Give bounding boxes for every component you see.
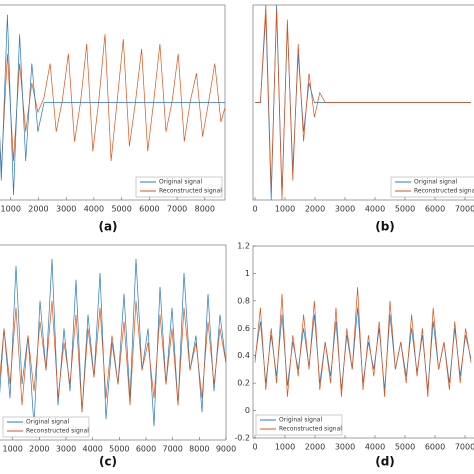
- x-tick-label: 4000: [84, 205, 104, 214]
- x-tick-label: 9000: [216, 445, 236, 454]
- y-tick-label: 1.2: [237, 242, 250, 251]
- legend-label: Reconstructed signal: [26, 428, 89, 435]
- panel-caption: (d): [375, 455, 395, 469]
- legend-box: [135, 176, 223, 198]
- x-tick-label: 2000: [28, 205, 48, 214]
- x-tick-label: 7000: [455, 443, 474, 452]
- x-tick-label: 1000: [1, 205, 21, 214]
- legend-label: Original signal: [26, 419, 69, 426]
- x-tick-label: 7000: [162, 445, 182, 454]
- x-tick-label: 2000: [305, 443, 325, 452]
- x-tick-label: 1000: [275, 205, 295, 214]
- x-tick-label: 3000: [335, 205, 355, 214]
- signal-line: [0, 300, 226, 413]
- legend-label: Reconstructed signal: [414, 188, 474, 195]
- signal-line: [0, 14, 225, 196]
- y-tick-label: -0.2: [234, 434, 250, 443]
- x-tick-label: 0: [252, 205, 257, 214]
- legend: Original signal Reconstructed signal: [2, 416, 90, 438]
- legend-label: Original signal: [414, 179, 457, 186]
- x-tick-label: 5000: [395, 443, 415, 452]
- signal-line: [254, 287, 472, 397]
- y-tick-label: 0.6: [237, 324, 250, 333]
- legend-box: [255, 414, 343, 436]
- x-tick-label: 8000: [189, 445, 209, 454]
- x-tick-label: 5000: [395, 205, 415, 214]
- x-tick-label: 3000: [335, 443, 355, 452]
- panel-caption: (a): [98, 220, 117, 234]
- plot-area: [0, 258, 226, 427]
- x-tick-label: 4000: [82, 445, 102, 454]
- legend: Original signal Reconstructed signal: [135, 176, 223, 198]
- x-tick-label: 4000: [365, 443, 385, 452]
- x-tick-label: 4000: [365, 205, 385, 214]
- x-tick-label: 5000: [111, 205, 131, 214]
- x-tick-label: 3000: [56, 445, 76, 454]
- x-tick-label: 1000: [275, 443, 295, 452]
- y-tick-label: 0.8: [237, 296, 250, 305]
- signal-line: [0, 34, 225, 171]
- y-tick-label: 0.2: [237, 379, 250, 388]
- x-tick-label: 5000: [109, 445, 129, 454]
- legend-label: Reconstructed signal: [279, 426, 342, 433]
- x-tick-label: 7000: [167, 205, 187, 214]
- x-tick-label: 2000: [305, 205, 325, 214]
- x-tick-label: 6000: [139, 205, 159, 214]
- legend-box: [2, 416, 90, 438]
- x-tick-label: 3000: [56, 205, 76, 214]
- plot-frame: [252, 245, 474, 439]
- y-tick-label: 0: [245, 406, 250, 415]
- legend: Original signal Reconstructed signal: [390, 176, 474, 198]
- legend-label: Original signal: [279, 417, 322, 424]
- legend-label: Reconstructed signal: [159, 188, 222, 195]
- signal-line: [255, 5, 471, 200]
- legend: Original signal Reconstructed signal: [255, 414, 343, 436]
- panel: 0 1000 2000 3000 4000 5000 6000 7000-0.200.20.4…: [234, 242, 474, 469]
- signal-line: [0, 258, 226, 427]
- x-tick-label: 1000: [2, 445, 22, 454]
- panel: 1000 2000 3000 4000 5000 6000 7000 8000 Original…: [0, 4, 226, 234]
- x-tick-label: 6000: [425, 205, 445, 214]
- panel: 1000 2000 3000 4000 5000 6000 7000 8000 9000 Orig…: [0, 244, 236, 469]
- x-tick-label: 2000: [29, 445, 49, 454]
- legend-label: Original signal: [159, 179, 202, 186]
- plot-area: [255, 5, 471, 200]
- plot-area: [254, 287, 472, 397]
- panel-caption: (b): [375, 220, 395, 234]
- panel: 0 1000 2000 3000 4000 5000 6000 7000 Original si…: [252, 4, 474, 234]
- x-tick-label: 6000: [425, 443, 445, 452]
- legend-box: [390, 176, 474, 198]
- x-tick-label: 7000: [455, 205, 474, 214]
- x-tick-label: 8000: [195, 205, 215, 214]
- plot-area: [0, 14, 225, 196]
- x-tick-label: 0: [252, 443, 257, 452]
- y-tick-label: 0.4: [237, 351, 250, 360]
- y-tick-label: 1: [245, 269, 250, 278]
- x-tick-label: 6000: [136, 445, 156, 454]
- panel-caption: (c): [99, 455, 117, 469]
